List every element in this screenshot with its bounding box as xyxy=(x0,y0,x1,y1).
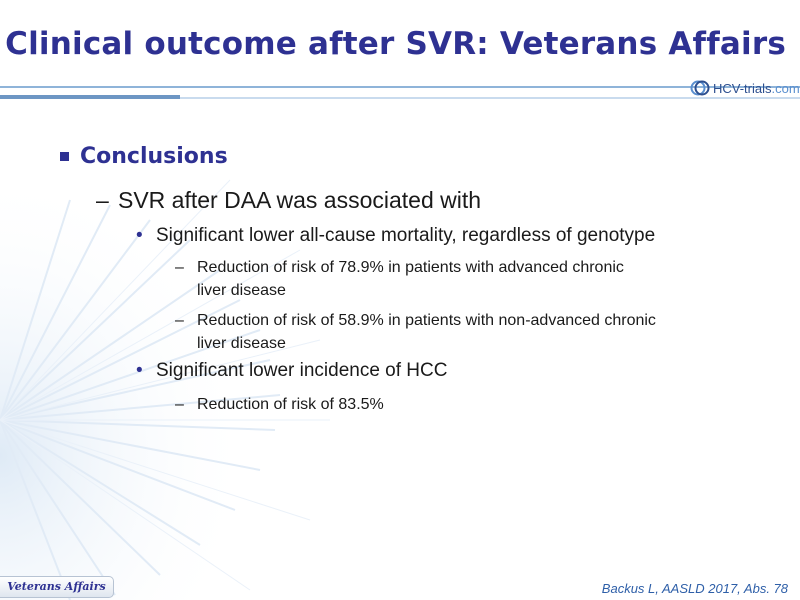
logo-name: HCV-trials xyxy=(713,80,772,96)
section-tab: Veterans Affairs xyxy=(0,576,114,598)
sub-item-advanced: – Reduction of risk of 78.9% in patients… xyxy=(175,256,775,302)
dot-bullet-icon: • xyxy=(136,360,143,381)
logo-domain: .com xyxy=(771,80,800,96)
citation: Backus L, AASLD 2017, Abs. 78 xyxy=(601,581,788,596)
sub-item-hcc-risk: – Reduction of risk of 83.5% xyxy=(175,393,775,416)
sub-item-non-advanced: – Reduction of risk of 58.9% in patients… xyxy=(175,309,775,355)
dash-bullet-icon: – xyxy=(175,396,184,413)
header-rule-accent xyxy=(0,95,180,99)
header-rule-lower xyxy=(0,97,800,99)
dot-bullet-icon: • xyxy=(136,225,143,246)
dash-bullet-icon: – xyxy=(96,187,109,213)
dash-bullet-icon: – xyxy=(175,312,184,329)
bullet-text-hcc: Significant lower incidence of HCC xyxy=(156,360,448,381)
heading-item: Conclusions xyxy=(60,144,228,169)
sub-text-advanced-line1: Reduction of risk of 78.9% in patients w… xyxy=(197,259,624,276)
sub-text-non-advanced-line1: Reduction of risk of 58.9% in patients w… xyxy=(197,312,656,329)
level2-item: – SVR after DAA was associated with xyxy=(96,187,481,214)
hcv-trials-logo: HCV-trials.com xyxy=(690,78,800,98)
square-bullet-icon xyxy=(60,152,69,161)
slide-title: Clinical outcome after SVR: Veterans Aff… xyxy=(5,26,786,62)
sub-text-advanced-line2: liver disease xyxy=(197,282,286,299)
dash-bullet-icon: – xyxy=(175,259,184,276)
level2-text: SVR after DAA was associated with xyxy=(118,187,482,213)
header-rule xyxy=(0,86,800,88)
bullet-item-mortality: • Significant lower all-cause mortality, … xyxy=(136,225,655,247)
logo-mark-icon xyxy=(690,80,710,96)
sub-text-non-advanced-line2: liver disease xyxy=(197,335,286,352)
bullet-item-hcc: • Significant lower incidence of HCC xyxy=(136,360,447,382)
sub-text-hcc-risk: Reduction of risk of 83.5% xyxy=(197,396,384,413)
bullet-text-mortality: Significant lower all-cause mortality, r… xyxy=(156,225,656,246)
heading-conclusions: Conclusions xyxy=(80,144,228,169)
